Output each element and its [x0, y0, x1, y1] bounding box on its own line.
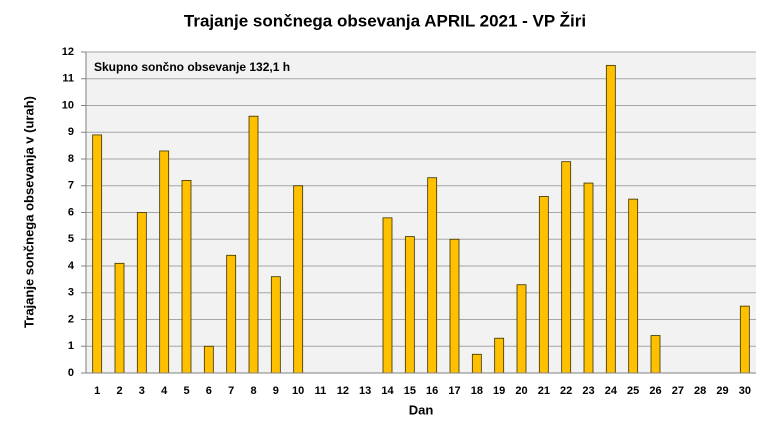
y-tick-label: 0: [68, 367, 74, 379]
x-tick-label: 13: [359, 385, 371, 397]
bar: [628, 198, 639, 374]
x-tick-label: 24: [605, 385, 618, 397]
bar: [382, 217, 393, 374]
y-tick-label: 1: [68, 340, 74, 352]
bar: [583, 182, 594, 374]
bar: [159, 150, 170, 374]
x-tick-label: 9: [273, 385, 279, 397]
x-tick-label: 3: [139, 385, 145, 397]
y-tick-label: 3: [68, 287, 74, 299]
bar: [561, 161, 572, 374]
x-tick-label: 27: [672, 385, 684, 397]
x-tick-label: 5: [183, 385, 189, 397]
x-tick-label: 15: [404, 385, 416, 397]
y-tick-label: 8: [68, 153, 74, 165]
y-tick-label: 11: [62, 73, 74, 85]
bar: [494, 337, 505, 374]
x-tick-label: 19: [493, 385, 505, 397]
bar: [203, 345, 214, 374]
bar: [471, 353, 482, 374]
x-tick-label: 14: [381, 385, 394, 397]
x-tick-label: 1: [94, 385, 100, 397]
x-tick-label: 2: [116, 385, 122, 397]
x-axis-label: Dan: [409, 402, 434, 417]
x-tick-label: 18: [471, 385, 483, 397]
bar: [404, 236, 415, 374]
x-tick-label: 20: [515, 385, 527, 397]
x-tick-label: 22: [560, 385, 572, 397]
y-axis-label: Trajanje sončnega obsevanja v (urah): [21, 96, 36, 328]
x-tick-label: 4: [161, 385, 168, 397]
y-tick-label: 12: [62, 46, 74, 58]
bar: [181, 179, 192, 374]
annotation: Skupno sončno obsevanje 132,1 h: [94, 60, 290, 74]
y-tick-label: 9: [68, 126, 74, 138]
x-tick-label: 7: [228, 385, 234, 397]
x-tick-label: 12: [337, 385, 349, 397]
x-tick-label: 29: [716, 385, 728, 397]
y-tick-label: 6: [68, 206, 74, 218]
x-tick-label: 16: [426, 385, 438, 397]
bar: [136, 212, 147, 374]
bar: [605, 64, 616, 374]
chart-title: Trajanje sončnega obsevanja APRIL 2021 -…: [184, 11, 586, 30]
y-tick-label: 2: [68, 313, 74, 325]
bar: [427, 177, 438, 374]
y-tick-label: 7: [68, 180, 74, 192]
x-tick-label: 11: [315, 385, 327, 397]
bar: [449, 238, 460, 374]
x-tick-label: 28: [694, 385, 706, 397]
bar: [650, 335, 661, 374]
bar: [270, 276, 281, 374]
x-tick-label: 30: [739, 385, 751, 397]
y-tick-label: 10: [62, 99, 74, 111]
x-tick-label: 21: [538, 385, 550, 397]
bar: [248, 115, 259, 374]
x-tick-label: 17: [448, 385, 460, 397]
x-tick-label: 8: [250, 385, 256, 397]
bar: [92, 134, 103, 374]
x-tick-label: 25: [627, 385, 639, 397]
bar: [293, 185, 304, 374]
x-tick-label: 23: [582, 385, 594, 397]
x-tick-label: 6: [206, 385, 212, 397]
bar: [538, 196, 549, 374]
x-tick-label: 10: [292, 385, 304, 397]
bar: [739, 305, 750, 374]
x-tick-label: 26: [649, 385, 661, 397]
bar: [226, 254, 237, 374]
y-tick-label: 5: [68, 233, 74, 245]
bar: [516, 284, 527, 374]
bar: [114, 262, 125, 374]
y-tick-label: 4: [68, 260, 75, 272]
